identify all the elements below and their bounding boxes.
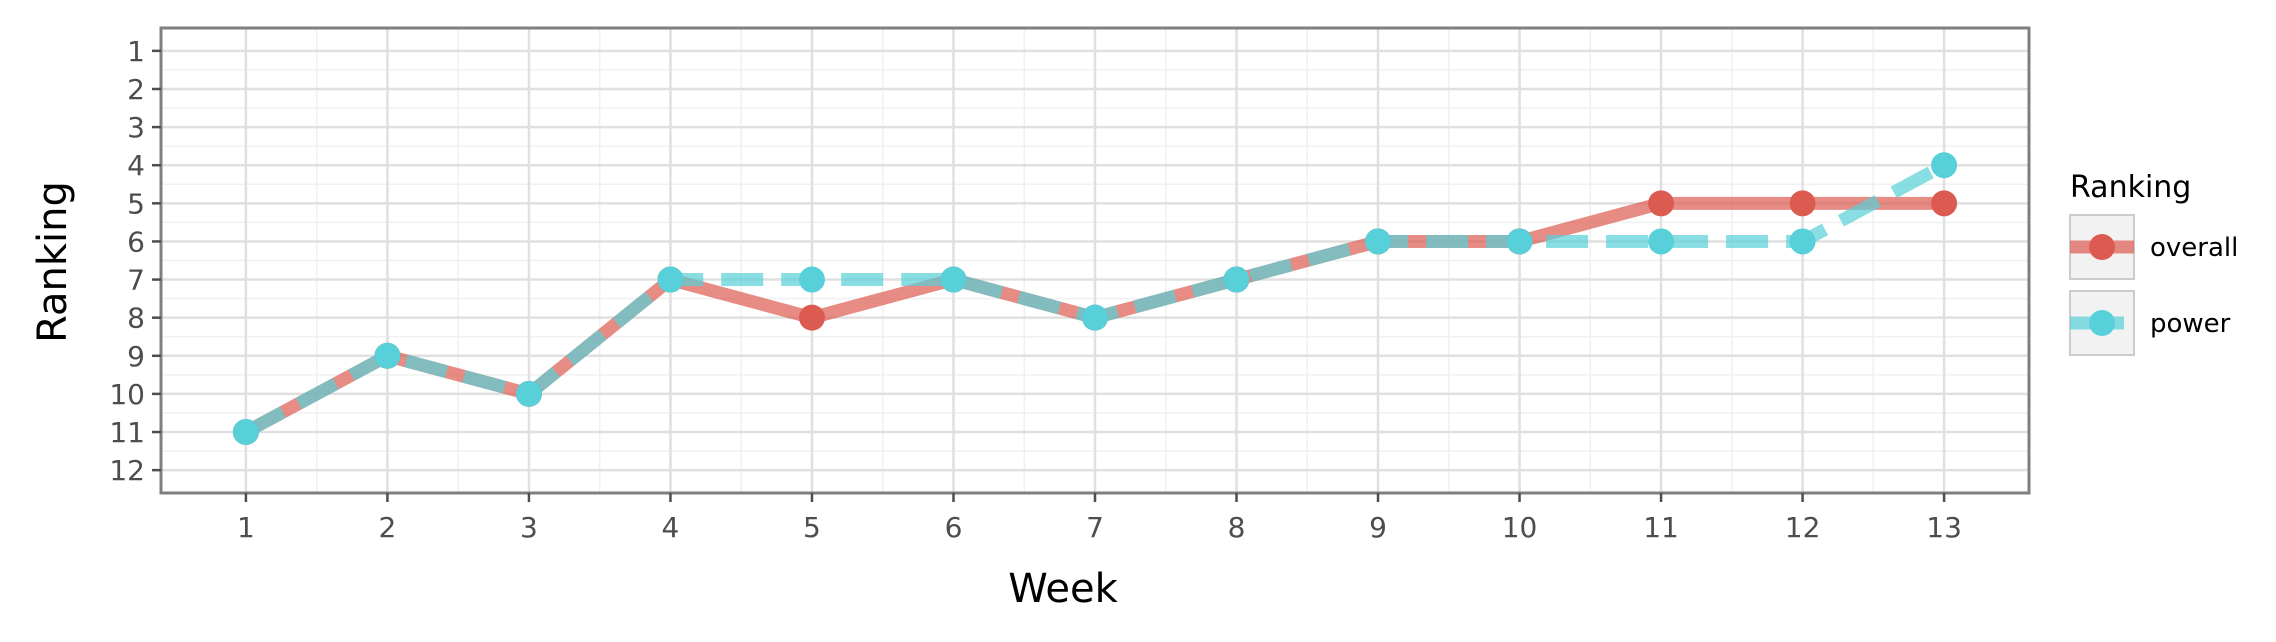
y-tick-label: 4	[127, 149, 145, 182]
y-tick-label: 1	[127, 35, 145, 68]
y-tick-label: 7	[127, 264, 145, 297]
x-tick-label: 5	[803, 511, 821, 544]
x-tick-label: 8	[1228, 511, 1246, 544]
x-tick-label: 3	[520, 511, 538, 544]
data-point-power	[798, 266, 825, 293]
legend-label-overall: overall	[2150, 233, 2238, 263]
y-tick-label: 10	[109, 378, 145, 411]
y-tick-label: 6	[127, 225, 145, 258]
x-tick-label: 11	[1643, 511, 1679, 544]
data-point-overall	[798, 304, 825, 331]
data-point-overall	[1648, 190, 1675, 217]
y-tick-label: 9	[127, 340, 145, 373]
data-point-overall	[1789, 190, 1816, 217]
data-point-power	[940, 266, 967, 293]
data-point-power	[1506, 228, 1533, 255]
data-point-power	[374, 342, 401, 369]
x-tick-label: 7	[1086, 511, 1104, 544]
x-axis-title: Week	[1008, 566, 1118, 612]
data-point-power	[1931, 152, 1958, 179]
data-point-power	[657, 266, 684, 293]
x-tick-label: 12	[1785, 511, 1821, 544]
data-point-power	[1082, 304, 1108, 331]
y-tick-label: 3	[127, 111, 145, 144]
legend-title: Ranking	[2070, 170, 2191, 205]
y-tick-label: 11	[109, 416, 145, 449]
data-point-power	[1365, 228, 1392, 255]
y-tick-label: 8	[127, 302, 145, 335]
data-point-power	[1648, 228, 1675, 255]
legend-label-power: power	[2150, 309, 2231, 339]
x-tick-label: 13	[1926, 511, 1962, 544]
series-points	[232, 152, 1958, 446]
y-tick-label: 12	[109, 454, 145, 487]
data-point-overall	[1931, 190, 1958, 217]
y-tick-label: 2	[127, 73, 145, 106]
grid-lines	[161, 28, 2029, 493]
x-tick-label: 10	[1502, 511, 1538, 544]
x-tick-label: 4	[662, 511, 680, 544]
data-point-power	[515, 380, 542, 407]
data-point-power	[232, 419, 259, 446]
y-tick-label: 5	[127, 187, 145, 220]
data-point-power	[1223, 266, 1250, 293]
x-axis: 1 2 3 4 5 6 7 8 9 10 11 12 13	[237, 493, 1962, 544]
legend-marker-power	[2089, 310, 2115, 336]
data-point-power	[1789, 228, 1816, 255]
x-tick-label: 6	[945, 511, 963, 544]
x-tick-label: 1	[237, 511, 255, 544]
x-tick-label: 9	[1369, 511, 1387, 544]
legend-marker-overall	[2089, 234, 2115, 260]
y-axis-title: Ranking	[30, 181, 76, 343]
x-tick-label: 2	[379, 511, 397, 544]
legend: Ranking overall power	[2069, 170, 2238, 356]
